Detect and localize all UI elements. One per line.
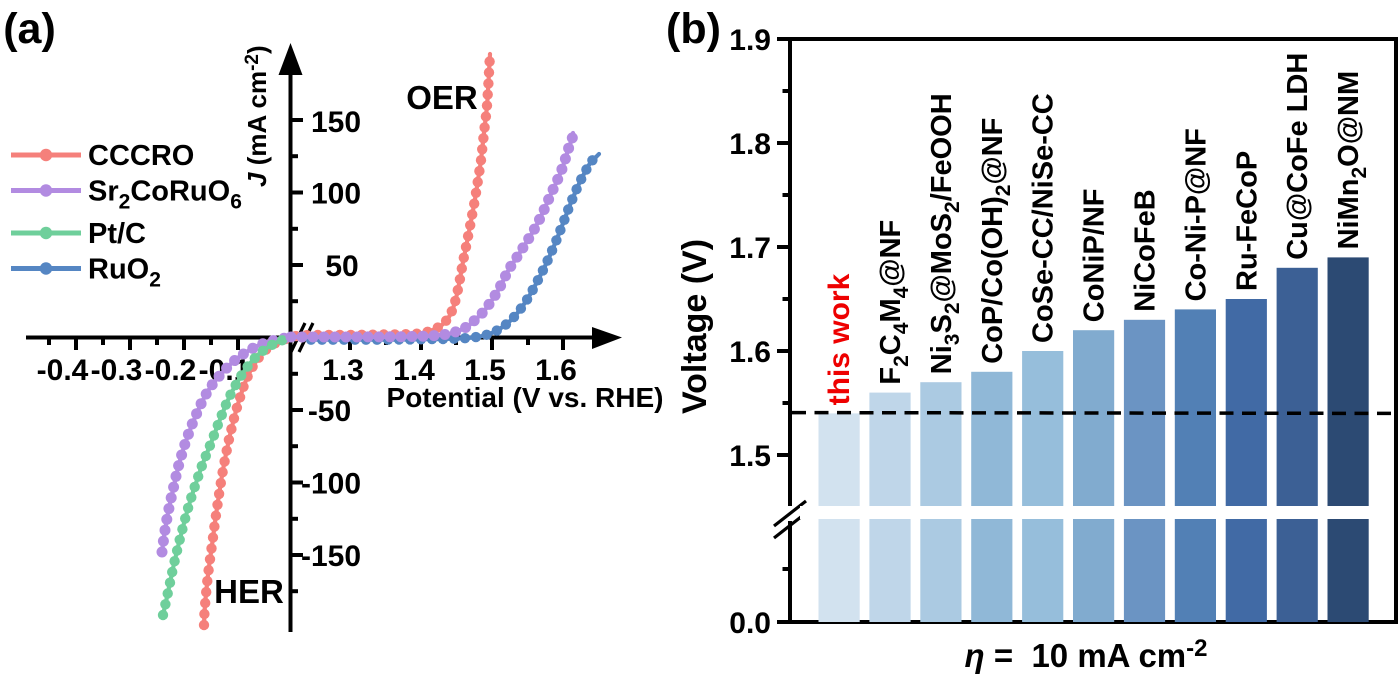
svg-text:Sr2CoRuO6: Sr2CoRuO6 [88,176,242,214]
svg-text:CoP/Co(OH)2@NF: CoP/Co(OH)2@NF [977,118,1015,364]
svg-text:(b): (b) [666,5,721,53]
svg-text:1.5: 1.5 [464,354,506,387]
svg-text:Pt/C: Pt/C [88,218,146,250]
svg-text:-0.2: -0.2 [145,354,197,387]
svg-text:this work: this work [823,273,856,405]
svg-text:-100: -100 [301,468,361,501]
svg-text:1.7: 1.7 [729,232,771,265]
svg-text:1.9: 1.9 [729,24,771,57]
svg-text:CoNiP/NF: CoNiP/NF [1079,188,1111,322]
svg-text:-50: -50 [308,395,351,428]
svg-text:Ni3S2@MoS2/FeOOH: Ni3S2@MoS2/FeOOH [926,93,964,374]
svg-text:-0.3: -0.3 [91,354,143,387]
svg-text:CoSe-CC/NiSe-CC: CoSe-CC/NiSe-CC [1028,93,1060,343]
svg-text:1.4: 1.4 [393,354,435,387]
svg-text:-0.4: -0.4 [37,354,89,387]
svg-text:1.8: 1.8 [729,128,771,161]
svg-text:NiMn2O@NM: NiMn2O@NM [1333,71,1371,250]
svg-text:Ru-FeCoP: Ru-FeCoP [1231,151,1263,291]
svg-text:F2C4M4@NF: F2C4M4@NF [875,220,913,385]
svg-text:Voltage (V): Voltage (V) [676,239,714,414]
svg-text:1.3: 1.3 [322,354,364,387]
svg-text:Co-Ni-P@NF: Co-Ni-P@NF [1180,128,1212,301]
svg-text:150: 150 [311,106,361,139]
svg-text:Potential (V vs. RHE): Potential (V vs. RHE) [387,382,664,413]
svg-text:HER: HER [214,573,284,610]
svg-text:0.0: 0.0 [729,607,771,640]
svg-text:-150: -150 [301,540,361,573]
svg-text:NiCoFeB: NiCoFeB [1130,189,1162,311]
svg-text:1.6: 1.6 [729,336,771,369]
svg-text:Cu@CoFe LDH: Cu@CoFe LDH [1282,53,1314,260]
svg-text:η = 10 mA cm-2: η = 10 mA cm-2 [965,635,1208,674]
svg-text:1.6: 1.6 [535,354,577,387]
svg-text:OER: OER [406,79,478,116]
svg-text:RuO2: RuO2 [88,254,161,292]
svg-text:50: 50 [325,250,358,283]
svg-text:CCCRO: CCCRO [88,140,194,172]
svg-text:100: 100 [311,178,361,211]
svg-text:(a): (a) [3,5,56,53]
svg-text:1.5: 1.5 [729,440,771,473]
